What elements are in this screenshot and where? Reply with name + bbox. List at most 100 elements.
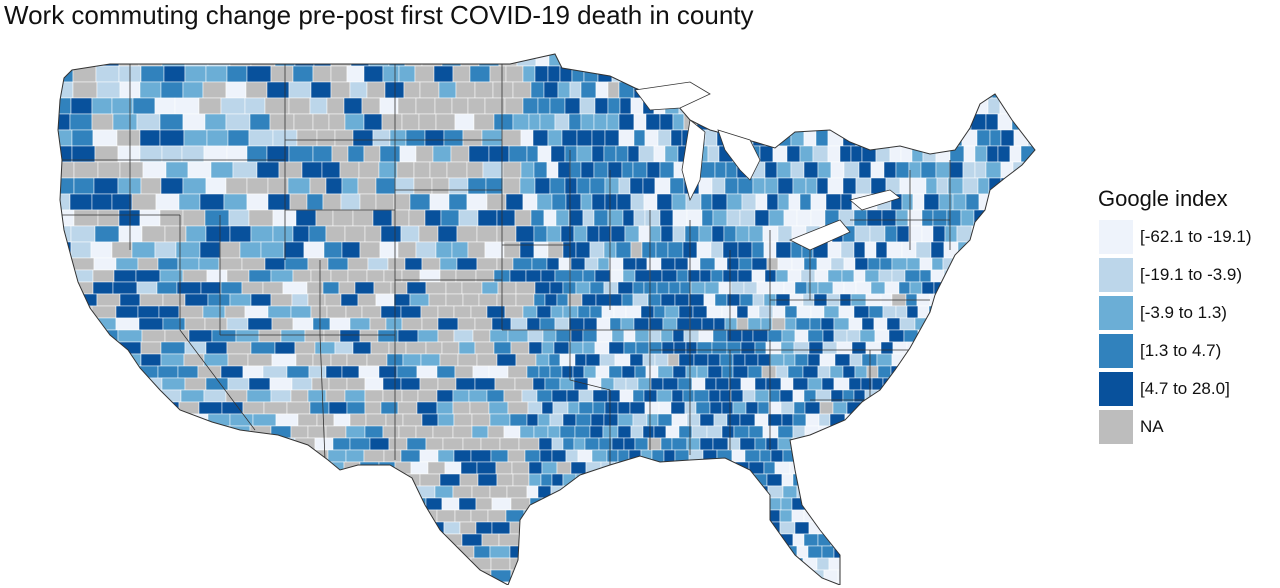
county-cell: [577, 305, 591, 319]
county-cell: [526, 485, 539, 499]
county-cell: [1013, 257, 1027, 271]
county-cell: [490, 557, 511, 571]
county-cell: [639, 557, 656, 571]
county-cell: [343, 97, 363, 115]
county-cell: [877, 389, 892, 403]
county-cell: [856, 413, 873, 427]
county-cell: [999, 425, 1015, 439]
county-cell: [854, 257, 869, 271]
map-title: Work commuting change pre-post first COV…: [4, 0, 754, 30]
county-cell: [773, 557, 789, 571]
county-cell: [364, 225, 382, 243]
county-cell: [567, 497, 583, 511]
county-cell: [614, 461, 627, 475]
county-cell: [730, 281, 745, 295]
county-cell: [341, 241, 361, 259]
county-cell: [940, 389, 954, 403]
county-cell: [784, 545, 798, 559]
county-cell: [414, 485, 436, 499]
county-cell: [975, 281, 988, 295]
county-cell: [437, 317, 459, 331]
county-cell: [678, 353, 695, 367]
county-cell: [977, 545, 993, 559]
county-cell: [898, 545, 915, 559]
county-cell: [698, 177, 713, 195]
county-cell: [250, 341, 276, 355]
county-cell: [758, 65, 771, 83]
county-cell: [562, 305, 579, 319]
county-cell: [680, 557, 695, 571]
county-cell: [361, 97, 381, 115]
county-cell: [346, 353, 368, 367]
county-cell: [73, 209, 99, 227]
county-cell: [141, 413, 166, 427]
county-cell: [799, 145, 814, 163]
county-cell: [718, 281, 732, 295]
county-cell: [651, 569, 667, 583]
county-cell: [901, 54, 914, 67]
county-cell: [375, 581, 397, 585]
county-cell: [1002, 193, 1015, 211]
county-cell: [206, 533, 232, 547]
county-cell: [72, 437, 94, 451]
county-cell: [977, 569, 992, 583]
county-cell: [622, 269, 636, 283]
county-cell: [156, 449, 179, 463]
county-cell: [590, 569, 603, 583]
county-cell: [924, 545, 939, 559]
county-cell: [344, 225, 366, 243]
county-cell: [349, 497, 371, 511]
county-cell: [114, 401, 138, 415]
county-cell: [728, 377, 742, 391]
county-cell: [58, 569, 73, 583]
county-cell: [293, 113, 314, 131]
county-cell: [807, 329, 824, 343]
county-cell: [327, 449, 347, 463]
legend: Google index [-62.1 to -19.1) [-19.1 to -…: [1098, 186, 1252, 446]
county-cell: [138, 569, 160, 583]
county-cell: [454, 365, 474, 379]
county-cell: [250, 293, 272, 307]
county-cell: [403, 569, 422, 583]
county-cell: [272, 225, 294, 243]
county-cell: [952, 193, 967, 211]
county-cell: [794, 521, 810, 535]
county-cell: [434, 485, 454, 499]
county-cell: [644, 401, 660, 415]
county-cell: [291, 293, 309, 307]
county-cell: [623, 473, 637, 487]
county-cell: [413, 161, 431, 179]
county-cell: [526, 365, 540, 379]
county-cell: [469, 65, 491, 83]
county-cell: [309, 401, 330, 415]
county-cell: [965, 413, 982, 427]
county-cell: [599, 545, 616, 559]
county-cell: [529, 557, 542, 571]
county-cell: [655, 497, 672, 511]
county-cell: [484, 241, 505, 259]
county-cell: [385, 569, 405, 583]
county-cell: [91, 401, 116, 415]
county-cell: [807, 353, 821, 367]
county-cell: [416, 401, 438, 415]
county-cell: [1025, 389, 1035, 403]
county-cell: [832, 449, 845, 463]
county-cell: [469, 401, 490, 415]
county-cell: [228, 569, 251, 583]
county-cell: [693, 389, 710, 403]
county-cell: [853, 241, 866, 259]
county-cell: [456, 257, 478, 271]
county-cell: [784, 317, 797, 331]
county-cell: [667, 545, 681, 559]
county-cell: [1013, 209, 1029, 227]
county-cell: [93, 461, 119, 475]
county-cell: [888, 329, 905, 343]
county-cell: [988, 389, 1002, 403]
county-cell: [815, 129, 829, 147]
county-cell: [526, 317, 541, 331]
county-cell: [576, 177, 591, 195]
county-cell: [659, 161, 675, 179]
county-cell: [618, 177, 631, 195]
county-cell: [575, 581, 588, 585]
county-cell: [880, 437, 896, 451]
